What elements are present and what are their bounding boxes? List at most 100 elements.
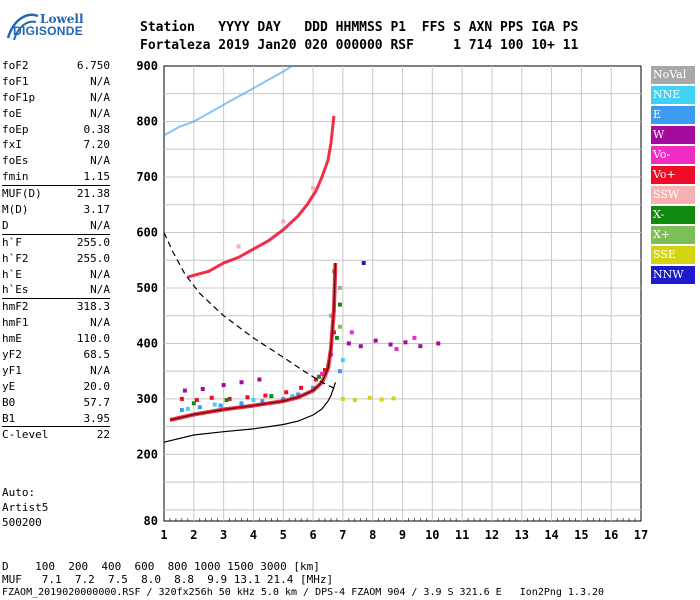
echo-point <box>322 368 327 373</box>
dashed-profile-curve <box>163 232 336 390</box>
param-label: foE <box>2 106 22 120</box>
param-value: N/A <box>90 154 110 168</box>
param-value: 0.38 <box>83 122 111 136</box>
param-value: 3.95 <box>83 411 111 425</box>
echo-point <box>337 369 342 374</box>
auto-info: Auto: Artist5 500200 <box>2 485 48 530</box>
digisonde-logo <box>6 13 39 41</box>
param-row: yE 20.0 <box>2 379 110 395</box>
echo-point <box>182 388 187 393</box>
echo-point <box>412 335 417 340</box>
echo-point <box>281 396 286 401</box>
param-label: B0 <box>2 395 16 409</box>
echo-point <box>340 396 345 401</box>
param-label: D <box>2 218 9 232</box>
echo-point <box>290 394 295 399</box>
echo-point <box>311 186 316 191</box>
y-tick-label: 200 <box>136 447 158 461</box>
param-label: C-level <box>2 428 49 442</box>
footer-muf-row: MUF 7.1 7.2 7.5 8.0 8.8 9.9 13.1 21.4 [M… <box>2 573 334 586</box>
param-row: hmF2 318.3 <box>2 299 110 315</box>
echo-point <box>299 385 304 390</box>
legend-item-x-: X- <box>651 205 695 225</box>
param-label: foEp <box>2 122 29 136</box>
scaled-trace-line <box>169 262 336 421</box>
param-value: N/A <box>90 218 110 232</box>
echo-point <box>337 302 342 307</box>
echo-point <box>349 330 354 335</box>
param-value: N/A <box>90 90 110 104</box>
echo-point <box>358 344 363 349</box>
auto-line3: 500200 <box>2 516 42 529</box>
x-tick-label: 15 <box>574 528 588 542</box>
echo-point <box>334 335 339 340</box>
param-row: fmin 1.15 <box>2 169 110 185</box>
param-value: N/A <box>90 106 110 120</box>
echo-point <box>328 313 333 318</box>
param-label: foEs <box>2 154 29 168</box>
legend-item-sse: SSE <box>651 245 695 265</box>
echo-point <box>394 346 399 351</box>
param-separator <box>2 185 110 187</box>
echo-point <box>179 408 184 413</box>
x-tick-label: 10 <box>425 528 439 542</box>
param-row: D N/A <box>2 218 110 234</box>
param-label: foF2 <box>2 59 29 72</box>
param-value: 1.15 <box>83 170 111 184</box>
x-tick-label: 14 <box>544 528 558 542</box>
auto-line2: Artist5 <box>2 501 49 514</box>
echo-point <box>317 374 322 379</box>
y-tick-label: 600 <box>136 225 158 239</box>
param-row: C-level 22 <box>2 427 110 443</box>
echo-point <box>418 344 423 349</box>
param-separator <box>2 298 110 300</box>
legend-item-vo-: Vo- <box>651 145 695 165</box>
param-value: 20.0 <box>83 379 111 393</box>
echo-point <box>403 340 408 345</box>
logo-line1: Lowell <box>40 12 84 26</box>
param-value: 3.17 <box>83 203 111 217</box>
x-tick-label: 11 <box>455 528 469 542</box>
echo-point <box>200 386 205 391</box>
param-separator <box>2 233 110 235</box>
param-label: h`F2 <box>2 251 29 265</box>
param-value: 68.5 <box>83 348 111 362</box>
y-tick-label: 800 <box>136 114 158 128</box>
param-label: fmin <box>2 170 29 184</box>
y-tick-label: 900 <box>136 59 158 73</box>
param-row: h`E N/A <box>2 267 110 283</box>
echo-point <box>436 341 441 346</box>
x-tick-label: 13 <box>515 528 529 542</box>
echo-point <box>224 398 229 403</box>
auto-line1: Auto: <box>2 486 36 499</box>
echo-point <box>391 396 396 401</box>
echo-point <box>263 393 268 398</box>
param-label: foF1p <box>2 90 36 104</box>
echo-point <box>314 377 319 382</box>
x-tick-label: 5 <box>280 528 287 542</box>
param-row: fxI 7.20 <box>2 137 110 153</box>
echo-point <box>209 395 214 400</box>
param-value: 110.0 <box>76 332 110 346</box>
x-tick-label: 3 <box>220 528 227 542</box>
param-value: 6.750 <box>76 59 110 72</box>
echo-point <box>340 358 345 363</box>
param-row: foF1p N/A <box>2 90 110 106</box>
y-tick-label: 500 <box>136 281 158 295</box>
echo-point <box>388 342 393 347</box>
echo-point <box>245 395 250 400</box>
legend-item-nnw: NNW <box>651 265 695 285</box>
echo-point <box>284 390 289 395</box>
x-tick-label: 2 <box>190 528 197 542</box>
echo-point <box>194 398 199 403</box>
param-row: hmF1 N/A <box>2 315 110 331</box>
legend-item-nne: NNE <box>651 85 695 105</box>
legend-item-e: E <box>651 105 695 125</box>
legend-item-x-: X+ <box>651 225 695 245</box>
param-label: foF1 <box>2 74 29 88</box>
x-tick-label: 8 <box>369 528 376 542</box>
legend: NoVal NNE E W Vo- Vo+ SSW X- X+ SSE NNW <box>651 66 695 286</box>
echo-point <box>379 397 384 402</box>
param-row: foF1 N/A <box>2 74 110 90</box>
param-value: 21.38 <box>76 187 110 201</box>
